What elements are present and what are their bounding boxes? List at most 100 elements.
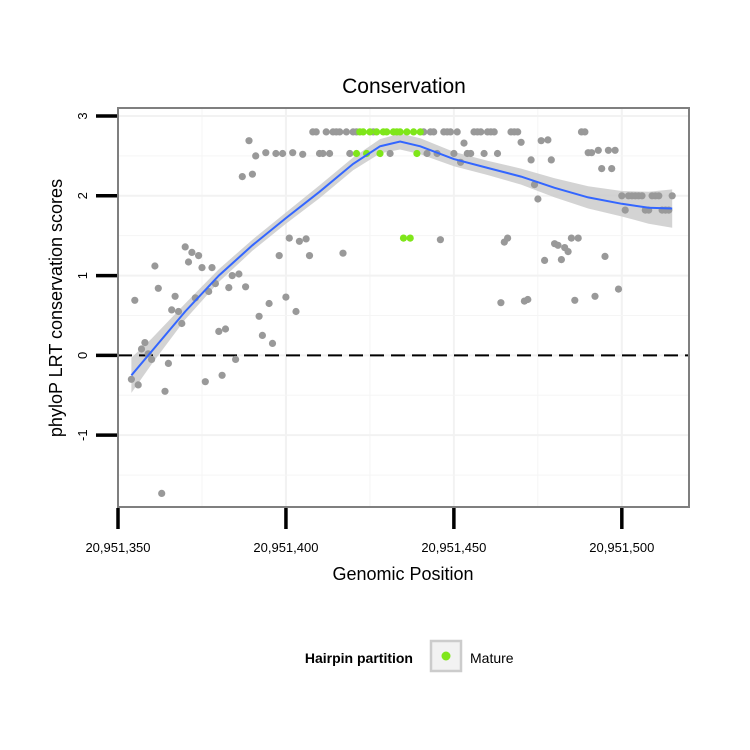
data-point-other — [574, 234, 582, 242]
data-point-other — [285, 234, 293, 242]
data-point-other — [282, 293, 290, 301]
data-point-other — [436, 236, 444, 244]
data-point-other — [238, 173, 246, 181]
data-point-other — [544, 136, 552, 144]
data-point-mature — [366, 128, 374, 136]
data-points — [127, 128, 676, 497]
data-point-other — [453, 128, 461, 136]
data-point-other — [591, 292, 599, 300]
data-point-other — [611, 146, 619, 154]
legend-title: Hairpin partition — [305, 650, 413, 666]
data-point-mature — [413, 149, 421, 158]
data-point-other — [299, 150, 307, 158]
data-point-other — [171, 292, 179, 300]
data-point-other — [517, 138, 525, 146]
data-point-other — [148, 355, 156, 363]
data-point-mature — [383, 128, 391, 136]
data-point-other — [386, 149, 394, 158]
data-point-mature — [406, 234, 414, 242]
data-point-other — [262, 149, 270, 157]
data-point-other — [554, 241, 562, 249]
data-point-other — [174, 307, 183, 316]
data-point-other — [608, 165, 616, 173]
data-point-other — [467, 149, 475, 158]
data-point-mature — [396, 128, 404, 136]
data-point-other — [242, 283, 250, 291]
data-point-other — [490, 128, 498, 136]
data-point-other — [127, 375, 135, 383]
data-point-other — [342, 128, 350, 136]
data-point-other — [319, 149, 327, 158]
data-point-other — [265, 299, 273, 308]
data-point-other — [295, 237, 303, 245]
data-point-other — [524, 295, 532, 304]
data-point-other — [537, 137, 545, 145]
data-point-other — [514, 128, 522, 136]
data-point-other — [322, 128, 330, 136]
data-point-other — [581, 128, 589, 136]
data-point-other — [151, 262, 159, 270]
confidence-band — [131, 133, 673, 393]
data-point-other — [134, 381, 142, 389]
data-point-other — [305, 252, 314, 260]
data-point-other — [326, 149, 334, 158]
y-tick-label: -1 — [75, 429, 90, 441]
data-point-other — [312, 128, 320, 136]
data-point-other — [497, 299, 505, 307]
data-point-mature — [352, 149, 361, 158]
data-point-other — [423, 149, 431, 158]
confidence-band-layer — [131, 133, 673, 393]
data-point-other — [184, 258, 193, 266]
y-axis-label: phyloP LRT conservation scores — [46, 179, 66, 437]
data-point-other — [178, 319, 186, 328]
data-point-other — [168, 306, 176, 314]
data-point-other — [158, 489, 166, 497]
data-point-other — [215, 327, 223, 335]
data-point-other — [557, 256, 566, 264]
x-tick-label: 20,951,450 — [421, 540, 486, 555]
legend-key-mature-dot — [441, 651, 451, 661]
data-point-other — [279, 149, 287, 158]
data-point-other — [164, 359, 172, 367]
x-tick-label: 20,951,500 — [589, 540, 654, 555]
data-point-other — [594, 146, 602, 154]
x-axis-ticks: 20,951,350 20,951,400 20,951,450 20,951,500 — [85, 508, 654, 555]
data-point-other — [302, 235, 310, 243]
data-point-other — [258, 331, 266, 339]
plot-panel-border — [117, 107, 690, 508]
data-point-other — [480, 149, 488, 158]
data-point-mature — [373, 128, 381, 136]
data-point-other — [530, 181, 539, 189]
data-point-other — [181, 243, 189, 251]
data-point-other — [208, 264, 216, 272]
loess-smooth-line — [130, 140, 673, 376]
x-tick-label: 20,951,350 — [85, 540, 150, 555]
x-tick-label: 20,951,400 — [253, 540, 318, 555]
data-point-other — [504, 234, 512, 242]
data-point-other — [275, 252, 283, 260]
legend-label-mature: Mature — [470, 650, 514, 666]
data-point-other — [493, 149, 502, 158]
data-point-other — [541, 256, 549, 264]
y-axis-ticks: -1 0 1 2 3 — [75, 112, 117, 441]
data-point-other — [638, 192, 646, 200]
data-point-other — [588, 149, 596, 157]
data-point-other — [228, 272, 236, 280]
data-point-other — [272, 149, 280, 158]
data-point-other — [339, 249, 347, 257]
data-point-other — [248, 170, 256, 178]
data-point-other — [268, 339, 277, 347]
data-point-other — [131, 296, 139, 304]
data-point-other — [567, 234, 576, 242]
data-point-mature — [359, 128, 367, 136]
data-point-other — [252, 152, 260, 160]
data-point-other — [547, 156, 555, 164]
data-point-other — [336, 128, 344, 136]
data-point-other — [232, 355, 240, 363]
data-point-other — [618, 192, 626, 200]
data-point-other — [198, 264, 206, 272]
data-point-other — [477, 128, 485, 136]
data-point-mature — [376, 149, 384, 158]
data-point-other — [255, 312, 263, 320]
